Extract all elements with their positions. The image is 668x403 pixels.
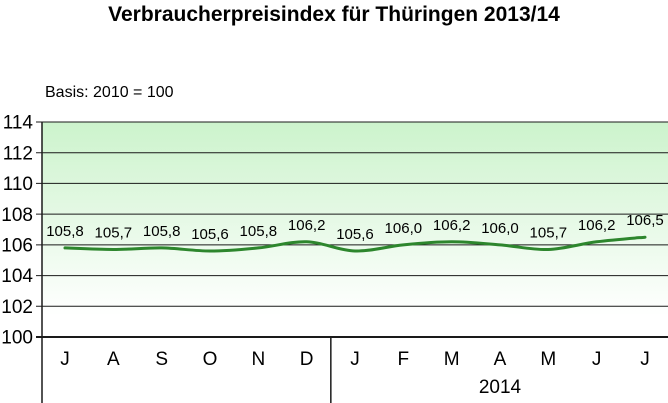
series-line xyxy=(63,235,647,253)
month-label: J xyxy=(60,349,70,370)
point-label: 106,0 xyxy=(385,220,423,237)
point-label: 105,7 xyxy=(95,224,133,241)
month-label: N xyxy=(251,349,265,370)
month-label: A xyxy=(494,349,507,370)
month-label: M xyxy=(444,349,460,370)
y-axis-label: 108 xyxy=(1,205,33,226)
month-label: A xyxy=(107,349,120,370)
point-label: 105,8 xyxy=(46,223,84,240)
chart-title: Verbraucherpreisindex für Thüringen 2013… xyxy=(108,3,560,26)
month-label: F xyxy=(398,349,410,370)
point-label: 106,2 xyxy=(578,217,616,234)
y-axis-label: 104 xyxy=(1,266,33,287)
point-label: 105,6 xyxy=(336,226,374,243)
y-axis-label: 100 xyxy=(1,328,33,349)
plot-background xyxy=(42,122,668,337)
month-label: M xyxy=(540,349,556,370)
month-label: J xyxy=(592,349,602,370)
y-axis-label: 106 xyxy=(1,236,33,257)
chart-subtitle: Basis: 2010 = 100 xyxy=(45,84,174,101)
point-label: 106,5 xyxy=(626,212,664,229)
point-label: 106,0 xyxy=(481,220,519,237)
month-label: J xyxy=(640,349,650,370)
y-axis-label: 110 xyxy=(3,174,33,195)
y-axis-label: 102 xyxy=(1,297,33,318)
year-label: 2014 xyxy=(479,377,522,398)
point-label: 105,8 xyxy=(143,223,181,240)
month-label: D xyxy=(300,349,314,370)
month-label: S xyxy=(155,349,168,370)
y-axis-label: 114 xyxy=(3,113,34,134)
month-label: J xyxy=(350,349,360,370)
y-axis-label: 112 xyxy=(3,143,33,164)
month-label: O xyxy=(203,349,218,370)
point-label: 106,2 xyxy=(288,217,326,234)
point-label: 105,6 xyxy=(191,226,229,243)
point-label: 105,8 xyxy=(240,223,278,240)
point-label: 106,2 xyxy=(433,217,471,234)
point-label: 105,7 xyxy=(530,224,568,241)
